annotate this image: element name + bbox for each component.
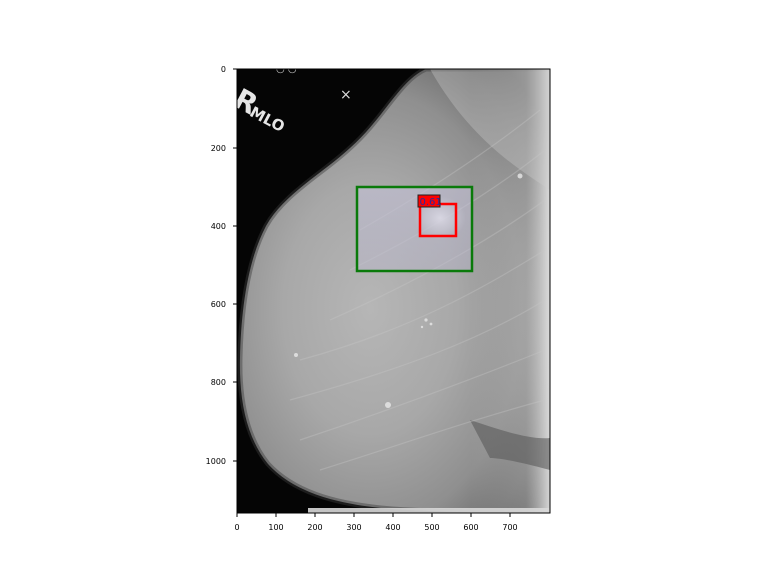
x-tick-label: 0 — [234, 523, 239, 532]
x-tick-label: 600 — [463, 523, 478, 532]
x-tick-label: 500 — [424, 523, 439, 532]
roi-tint — [357, 187, 472, 271]
ground-truth-box — [355, 185, 474, 273]
x-tick-label: 400 — [385, 523, 400, 532]
inframammary-fold — [470, 420, 550, 470]
detection-score-tag — [417, 194, 441, 208]
y-tick-label: 200 — [211, 144, 226, 153]
marker-x: × — [340, 87, 352, 103]
detection-score-text: 0.61 — [420, 197, 442, 208]
y-tick-label: 1000 — [206, 457, 226, 466]
y-tick-label: 400 — [211, 222, 226, 231]
bright-spots — [294, 173, 523, 408]
scanner-strip — [308, 508, 550, 513]
x-tick-label: 200 — [307, 523, 322, 532]
top-edge-marks: ○ ○ — [276, 64, 297, 75]
x-tick-label: 300 — [346, 523, 361, 532]
y-tick-label: 800 — [211, 378, 226, 387]
pectoral-region — [430, 69, 550, 190]
y-tick-label: 0 — [221, 65, 226, 74]
y-tick-label: 600 — [211, 300, 226, 309]
y-axis: 0 200 400 600 800 1000 — [206, 65, 237, 466]
x-tick-label: 700 — [502, 523, 517, 532]
x-axis: 0 100 200 300 400 500 600 700 — [234, 513, 518, 532]
x-tick-label: 100 — [268, 523, 283, 532]
mammogram-image: ○ ○ R MLO × 0.61 — [237, 64, 550, 513]
